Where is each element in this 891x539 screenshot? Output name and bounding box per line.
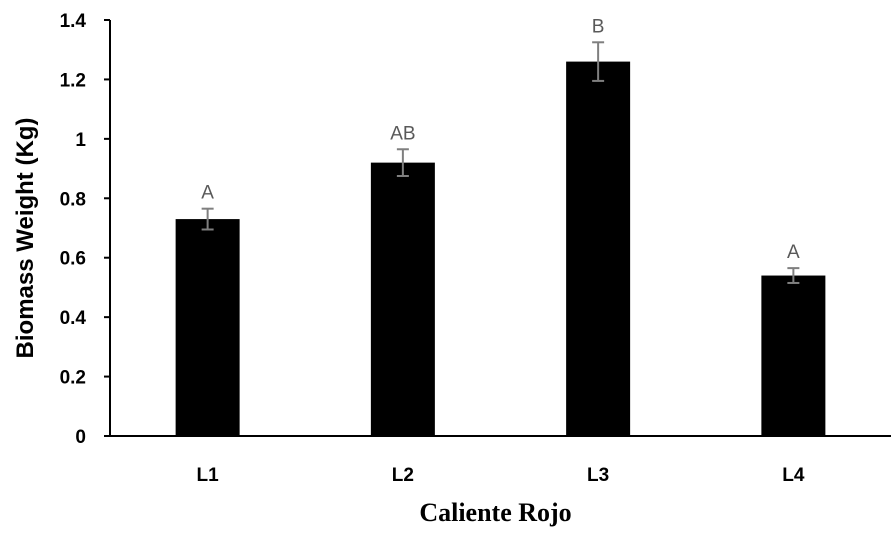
y-tick-label: 1.4 <box>60 11 87 32</box>
significance-label-l4: A <box>787 242 800 263</box>
bars <box>176 62 826 436</box>
significance-label-l1: A <box>201 183 214 204</box>
x-axis-title: Caliente Rojo <box>419 498 571 527</box>
y-tick-label: 0.8 <box>60 189 86 210</box>
y-axis-ticks: 0 0.2 0.4 0.6 0.8 1 1.2 1.4 <box>60 11 110 448</box>
category-label-l3: L3 <box>587 465 609 486</box>
y-tick-label: 0.6 <box>60 249 86 270</box>
category-label-l4: L4 <box>782 465 805 486</box>
significance-label-l2: AB <box>390 123 415 144</box>
category-label-l1: L1 <box>197 465 220 486</box>
y-tick-label: 0.2 <box>60 368 86 389</box>
x-axis-category-labels: L1 L2 L3 L4 <box>197 465 805 486</box>
y-tick-label: 0 <box>75 427 86 448</box>
bar-l2 <box>371 163 435 436</box>
significance-labels: A AB B A <box>201 16 800 263</box>
error-bars <box>202 42 800 283</box>
y-tick-label: 0.4 <box>60 308 87 329</box>
y-axis-title: Biomass Weight (Kg) <box>12 118 39 359</box>
category-label-l2: L2 <box>392 465 414 486</box>
bar-l1 <box>176 219 240 436</box>
y-tick-label: 1 <box>75 130 86 151</box>
y-tick-label: 1.2 <box>60 70 86 91</box>
significance-label-l3: B <box>592 16 605 37</box>
bar-l4 <box>761 276 825 436</box>
bar-l3 <box>566 62 630 436</box>
